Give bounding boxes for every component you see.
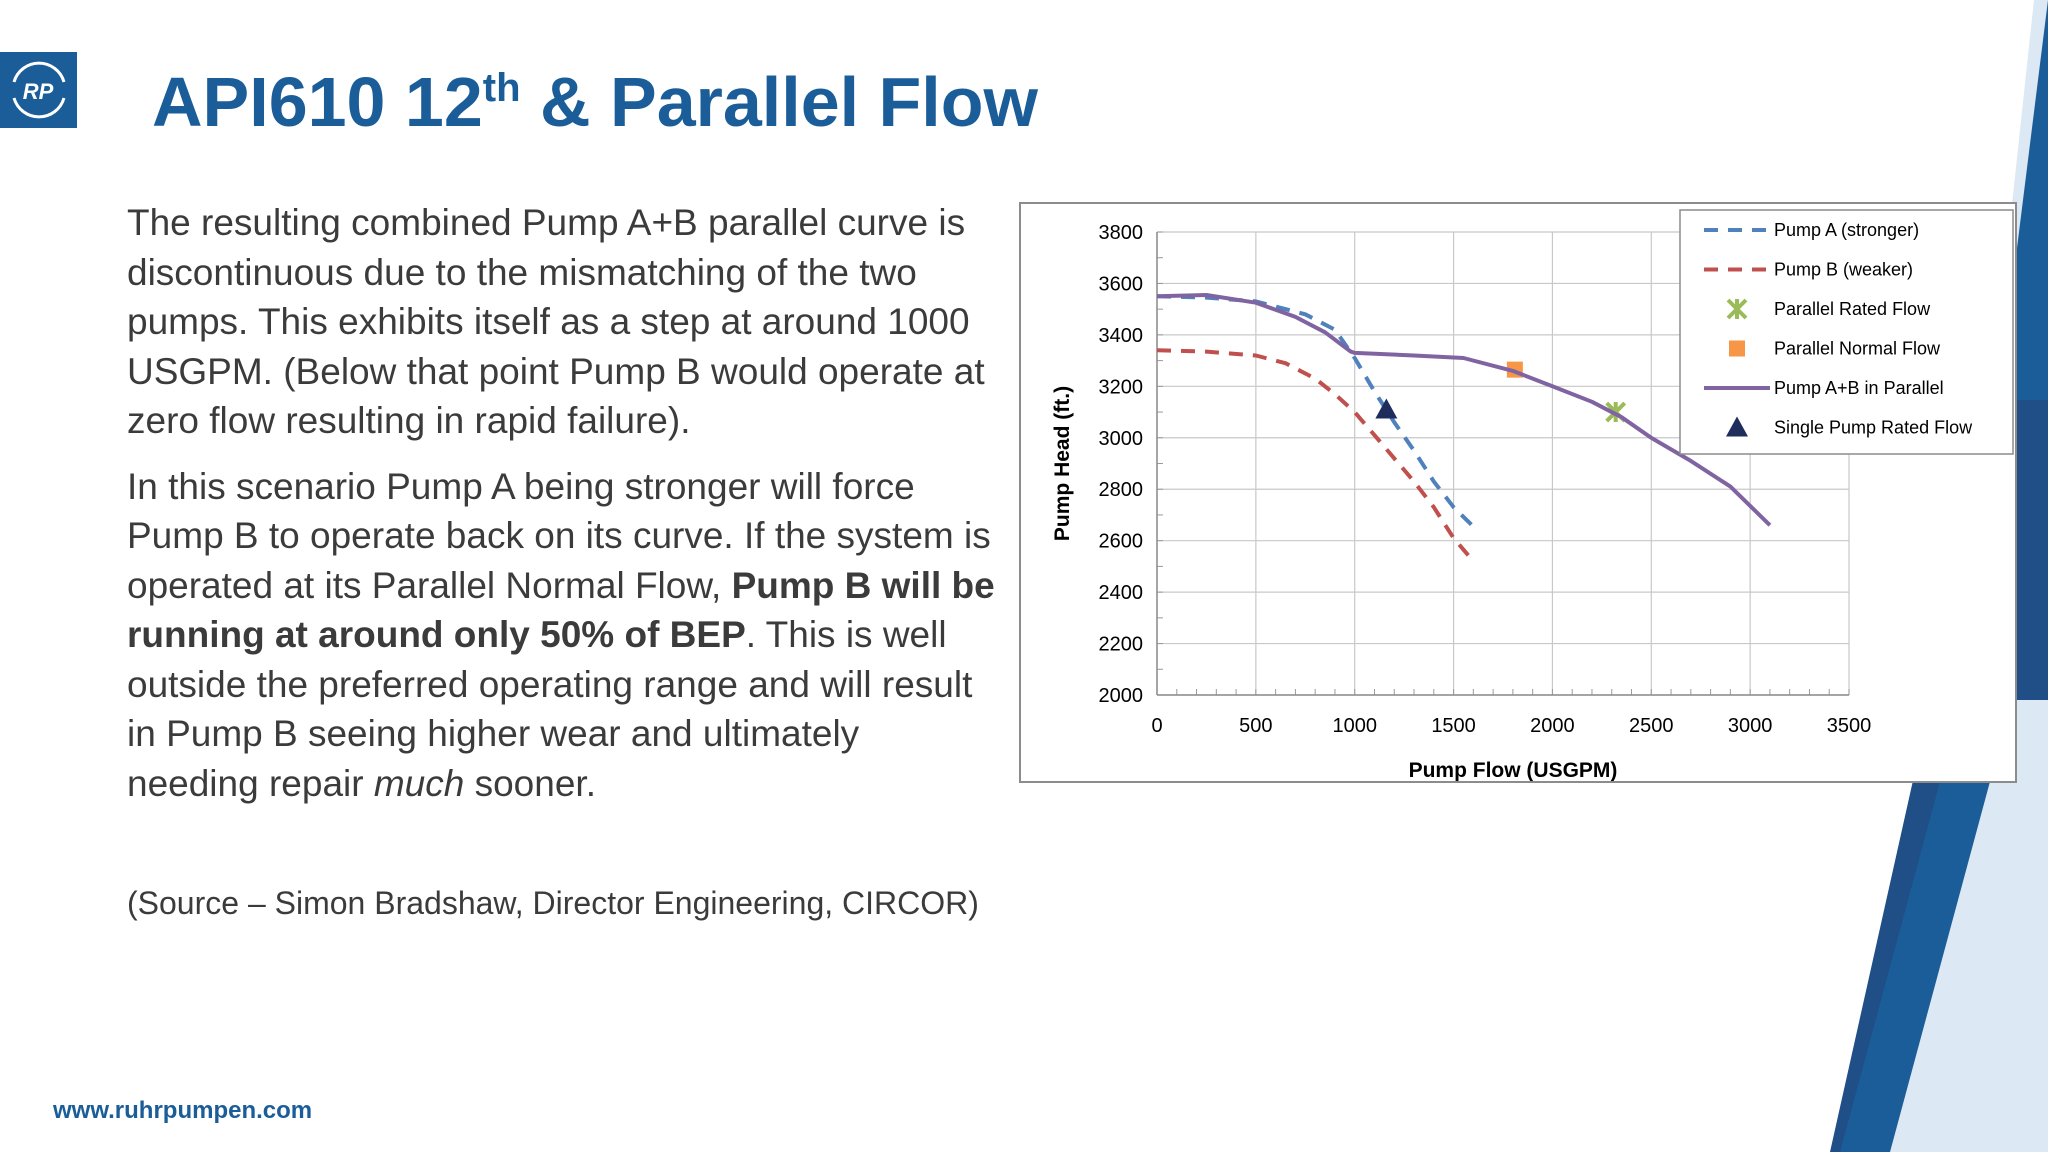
x-tick-label: 2500 — [1629, 715, 1674, 737]
legend-swatch-parallel-rated-flow — [1726, 298, 1748, 320]
legend-label-parallel-rated-flow: Parallel Rated Flow — [1774, 299, 1931, 319]
legend-label-parallel-normal-flow: Parallel Normal Flow — [1774, 339, 1941, 359]
legend-label-pump-b-weaker: Pump B (weaker) — [1774, 260, 1913, 280]
x-tick-label: 2000 — [1530, 715, 1575, 737]
legend-label-pump-a-b-in-parallel: Pump A+B in Parallel — [1774, 378, 1944, 398]
legend-swatch-parallel-normal-flow — [1729, 340, 1745, 357]
paragraph-2-part-a: In this scenario Pump A being stronger w… — [127, 465, 991, 606]
y-tick-label: 2200 — [1099, 634, 1144, 656]
y-tick-label: 3000 — [1099, 428, 1144, 450]
y-tick-label: 3200 — [1099, 376, 1144, 398]
series-line-pump-b-weaker — [1156, 348, 1475, 563]
marker-stroke — [1726, 298, 1748, 320]
body-text: The resulting combined Pump A+B parallel… — [127, 198, 997, 808]
page-title: API610 12th & Parallel Flow — [152, 62, 1038, 142]
y-tick-label: 2600 — [1099, 531, 1144, 553]
y-tick-label: 3400 — [1099, 325, 1144, 347]
x-tick-label: 1000 — [1332, 715, 1377, 737]
y-tick-label: 3600 — [1099, 273, 1144, 295]
series-line-pump-a-stronger — [1156, 294, 1479, 532]
website-link[interactable]: www.ruhrpumpen.com — [53, 1097, 313, 1124]
x-tick-label: 3000 — [1728, 715, 1773, 737]
x-axis-label: Pump Flow (USGPM) — [1409, 759, 1618, 781]
paragraph-2-part-b: . This is well outside the preferred ope… — [127, 614, 973, 804]
x-tick-label: 3500 — [1827, 715, 1872, 737]
series-line-pump-a-b-in-parallel — [1156, 293, 1772, 527]
paragraph-2-italic: much — [373, 762, 465, 804]
paragraph-1: The resulting combined Pump A+B parallel… — [127, 202, 985, 441]
legend-label-pump-a-stronger: Pump A (stronger) — [1774, 220, 1919, 240]
title-main: API610 12 — [152, 63, 483, 141]
x-tick-label: 500 — [1239, 715, 1272, 737]
paragraph-2-part-c: sooner. — [464, 762, 596, 804]
y-tick-label: 2400 — [1099, 582, 1144, 604]
x-tick-label: 0 — [1151, 715, 1162, 737]
company-logo: RP — [0, 52, 77, 128]
paragraph-2-bold: Pump B will be running at around only 50… — [127, 564, 995, 656]
logo-text: RP — [23, 79, 54, 104]
paragraph-2: In this scenario Pump A being stronger w… — [127, 462, 997, 809]
pump-curve-chart: 2000 2200 2400 2600 2800 3000 3200 3400 3600 3800… — [1051, 209, 2014, 782]
legend-label-single-pump-rated-flow: Single Pump Rated Flow — [1774, 418, 1973, 438]
point-single-pump-rated-flow — [1375, 398, 1398, 419]
legend-box — [1679, 209, 2014, 455]
y-axis-label: Pump Head (ft.) — [1051, 386, 1074, 541]
chart-frame: 2000 2200 2400 2600 2800 3000 3200 3400 3600 3800… — [1019, 202, 2017, 783]
x-tick-label: 1500 — [1431, 715, 1476, 737]
y-tick-label: 3800 — [1099, 222, 1144, 244]
y-tick-label: 2000 — [1099, 685, 1144, 707]
logo-emblem-icon: RP — [12, 61, 66, 119]
y-tick-label: 2800 — [1099, 479, 1144, 501]
title-rest: & Parallel Flow — [520, 63, 1038, 141]
legend-swatch-single-pump-rated-flow — [1726, 416, 1748, 437]
title-superscript: th — [482, 66, 521, 110]
source-citation: (Source – Simon Bradshaw, Director Engin… — [127, 885, 979, 921]
